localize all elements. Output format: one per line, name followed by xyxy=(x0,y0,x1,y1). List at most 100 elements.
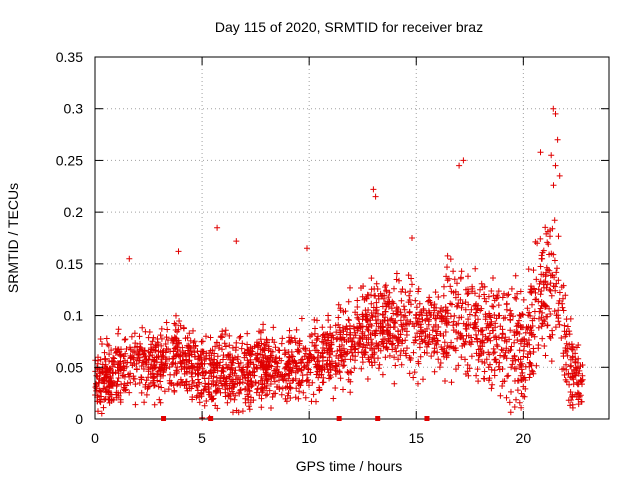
data-point xyxy=(473,301,480,307)
data-point xyxy=(352,309,359,316)
data-point xyxy=(258,395,265,402)
data-point xyxy=(576,393,583,400)
data-point xyxy=(244,363,251,370)
data-point xyxy=(383,340,390,347)
data-point xyxy=(363,313,370,320)
data-point xyxy=(371,285,378,292)
data-point xyxy=(368,275,375,282)
data-point xyxy=(272,390,279,397)
data-point xyxy=(296,388,303,395)
data-point xyxy=(174,344,181,351)
gap-marker xyxy=(336,416,342,421)
data-point xyxy=(174,381,181,388)
data-point xyxy=(567,389,574,395)
data-point xyxy=(298,366,305,373)
data-point xyxy=(223,361,230,368)
data-point xyxy=(397,352,404,359)
data-point xyxy=(434,349,441,356)
data-point xyxy=(268,405,274,411)
data-point xyxy=(325,317,332,324)
data-point xyxy=(114,378,121,385)
data-point xyxy=(249,345,256,352)
data-point xyxy=(245,372,252,379)
data-point xyxy=(113,381,120,388)
data-point xyxy=(447,283,454,290)
data-point xyxy=(244,346,251,353)
data-point xyxy=(95,380,102,386)
data-point xyxy=(481,375,488,382)
data-point xyxy=(194,367,201,374)
data-point xyxy=(336,361,342,368)
data-point xyxy=(101,349,108,356)
data-point xyxy=(361,296,368,303)
data-point xyxy=(417,353,424,360)
data-point xyxy=(285,358,292,365)
data-point xyxy=(530,267,537,274)
data-point xyxy=(190,345,197,351)
data-point xyxy=(561,328,568,335)
data-point xyxy=(289,365,296,372)
data-point xyxy=(481,360,488,366)
data-point xyxy=(347,284,353,291)
data-point xyxy=(294,346,301,353)
data-point xyxy=(162,341,169,347)
data-point xyxy=(278,340,285,347)
data-point xyxy=(417,324,424,331)
data-point xyxy=(525,266,532,273)
data-point xyxy=(577,392,584,399)
x-axis-title: GPS time / hours xyxy=(296,458,403,474)
data-point xyxy=(170,355,177,362)
data-point xyxy=(379,311,386,318)
data-point xyxy=(108,396,115,403)
data-point xyxy=(352,345,359,352)
data-point xyxy=(281,347,288,354)
data-point xyxy=(415,380,421,387)
data-point xyxy=(201,383,208,390)
data-point xyxy=(365,339,372,346)
data-point xyxy=(391,354,398,361)
data-point xyxy=(513,323,520,330)
data-point xyxy=(561,372,568,378)
data-point xyxy=(548,292,555,299)
data-point xyxy=(361,351,368,358)
data-point xyxy=(441,283,447,290)
data-point xyxy=(499,378,506,385)
data-point xyxy=(379,292,386,299)
data-point xyxy=(465,273,471,280)
data-point xyxy=(176,318,183,324)
data-point xyxy=(201,386,208,393)
data-point xyxy=(478,328,485,335)
data-point xyxy=(303,362,310,369)
data-point xyxy=(495,302,502,309)
data-point xyxy=(546,305,553,312)
data-point xyxy=(232,392,239,399)
data-point xyxy=(165,386,172,393)
data-point xyxy=(302,394,309,401)
data-point xyxy=(264,355,271,362)
data-point xyxy=(216,385,222,392)
data-point xyxy=(181,370,188,377)
data-point xyxy=(402,312,409,319)
data-point xyxy=(184,334,191,341)
data-point xyxy=(475,316,481,323)
data-point xyxy=(535,324,542,331)
data-point xyxy=(253,356,259,363)
data-point xyxy=(302,350,309,357)
data-point xyxy=(473,372,480,379)
data-point xyxy=(292,369,299,376)
data-point xyxy=(239,408,246,415)
data-point xyxy=(511,332,518,339)
data-point xyxy=(216,342,223,349)
data-point xyxy=(170,348,177,355)
data-point xyxy=(519,369,526,376)
data-point xyxy=(489,303,496,310)
data-point xyxy=(198,391,205,398)
data-point xyxy=(285,349,292,355)
data-point xyxy=(127,352,134,359)
data-point xyxy=(142,352,149,359)
data-point xyxy=(465,316,472,323)
data-point xyxy=(416,333,423,340)
data-point xyxy=(479,343,486,350)
data-point xyxy=(342,356,349,363)
data-point xyxy=(171,388,178,395)
